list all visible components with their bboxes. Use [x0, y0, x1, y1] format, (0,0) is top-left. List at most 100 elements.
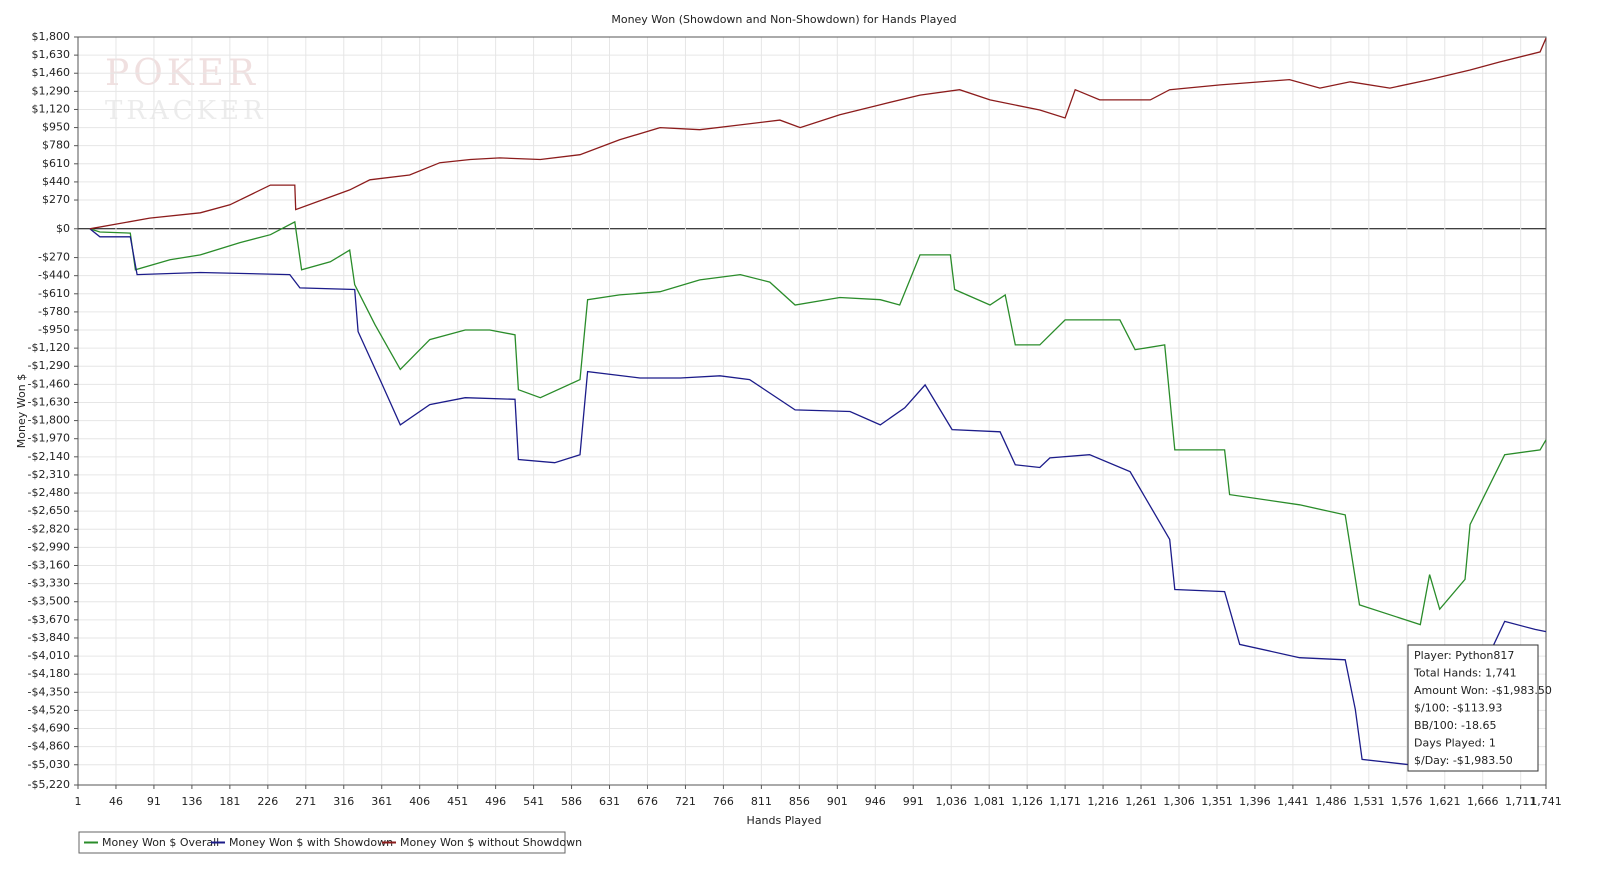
y-tick-label: -$2,990 — [28, 540, 70, 553]
x-tick-label: 1,036 — [935, 795, 967, 808]
info-text: BB/100: -18.65 — [1414, 719, 1496, 732]
x-tick-label: 991 — [903, 795, 924, 808]
x-tick-label: 1,306 — [1163, 795, 1195, 808]
x-tick-label: 271 — [295, 795, 316, 808]
x-tick-label: 226 — [257, 795, 278, 808]
watermark: POKER TRACKER — [105, 53, 267, 126]
x-tick-label: 361 — [371, 795, 392, 808]
x-tick-label: 1,576 — [1391, 795, 1423, 808]
y-tick-label: $440 — [42, 175, 70, 188]
y-tick-label: -$5,030 — [28, 758, 70, 771]
x-tick-label: 1,741 — [1530, 795, 1562, 808]
x-tick-label: 496 — [485, 795, 506, 808]
y-tick-label: -$3,330 — [28, 577, 70, 590]
x-tick-label: 451 — [447, 795, 468, 808]
y-tick-label: -$270 — [38, 251, 70, 264]
y-tick-label: $270 — [42, 193, 70, 206]
x-tick-label: 766 — [713, 795, 734, 808]
y-tick-label: -$2,820 — [28, 522, 70, 535]
watermark-text: TRACKER — [105, 96, 267, 126]
y-tick-label: -$1,460 — [28, 377, 70, 390]
legend-label: Money Won $ Overall — [102, 836, 219, 849]
y-tick-label: -$2,310 — [28, 468, 70, 481]
x-tick-label: 91 — [147, 795, 161, 808]
x-tick-label: 1,171 — [1049, 795, 1081, 808]
series-line — [89, 37, 1547, 230]
y-tick-label: -$3,160 — [28, 559, 70, 572]
series-line — [89, 228, 1547, 766]
y-tick-label: -$2,140 — [28, 450, 70, 463]
legend-label: Money Won $ without Showdown — [400, 836, 582, 849]
x-tick-label: 181 — [219, 795, 240, 808]
y-tick-label: $1,120 — [32, 102, 71, 115]
x-tick-label: 1,396 — [1239, 795, 1271, 808]
x-tick-label: 676 — [637, 795, 658, 808]
info-text: Days Played: 1 — [1414, 737, 1496, 750]
y-tick-label: -$1,120 — [28, 341, 70, 354]
x-tick-label: 901 — [827, 795, 848, 808]
y-tick-label: -$4,690 — [28, 722, 70, 735]
y-tick-label: -$4,520 — [28, 703, 70, 716]
info-text: Amount Won: -$1,983.50 — [1414, 684, 1552, 697]
y-tick-label: -$440 — [38, 269, 70, 282]
x-tick-label: 586 — [561, 795, 582, 808]
y-tick-label: -$2,480 — [28, 486, 70, 499]
y-axis-label: Money Won $ — [15, 374, 28, 448]
x-tick-label: 1,261 — [1125, 795, 1157, 808]
y-tick-label: $1,800 — [32, 30, 71, 43]
series-lines — [89, 37, 1547, 766]
y-tick-label: $780 — [42, 139, 70, 152]
y-tick-label: $1,460 — [32, 66, 71, 79]
y-tick-label: $1,290 — [32, 84, 71, 97]
y-tick-label: -$4,860 — [28, 740, 70, 753]
y-tick-label: -$4,180 — [28, 667, 70, 680]
x-axis-label: Hands Played — [747, 814, 822, 827]
x-tick-label: 316 — [333, 795, 354, 808]
y-tick-label: -$610 — [38, 287, 70, 300]
y-tick-label: -$1,800 — [28, 414, 70, 427]
info-box: Player: Python817 Total Hands: 1,741 Amoun… — [1407, 644, 1552, 772]
x-tick-label: 46 — [109, 795, 123, 808]
x-tick-label: 1,486 — [1315, 795, 1347, 808]
legend: Money Won $ Overall Money Won $ with Show… — [78, 831, 582, 854]
legend-box — [78, 831, 566, 854]
x-tick-label: 1,666 — [1467, 795, 1499, 808]
y-tick-label: -$780 — [38, 305, 70, 318]
x-tick-label: 1,621 — [1429, 795, 1461, 808]
y-tick-label: $1,630 — [32, 48, 71, 61]
series-line — [89, 220, 1547, 626]
info-box-frame — [1407, 644, 1539, 772]
y-tick-label: $0 — [56, 222, 70, 235]
legend-label: Money Won $ with Showdown — [229, 836, 393, 849]
x-tick-label: 1,081 — [973, 795, 1005, 808]
x-tick-label: 1,441 — [1277, 795, 1309, 808]
x-tick-label: 856 — [789, 795, 810, 808]
y-tick-label: -$2,650 — [28, 504, 70, 517]
y-tick-label: -$3,500 — [28, 595, 70, 608]
y-tick-label: -$4,010 — [28, 649, 70, 662]
x-tick-label: 811 — [751, 795, 772, 808]
grid — [77, 36, 1547, 786]
x-tick-label: 1,126 — [1011, 795, 1043, 808]
x-tick-label: 406 — [409, 795, 430, 808]
info-text: Total Hands: 1,741 — [1413, 667, 1517, 680]
x-tick-label: 1,216 — [1087, 795, 1119, 808]
info-text: Player: Python817 — [1414, 649, 1514, 662]
x-tick-label: 541 — [523, 795, 544, 808]
y-tick-label: -$3,840 — [28, 631, 70, 644]
x-tick-label: 946 — [865, 795, 886, 808]
y-tick-label: -$1,290 — [28, 359, 70, 372]
y-tick-label: $950 — [42, 121, 70, 134]
info-text: $/Day: -$1,983.50 — [1414, 754, 1513, 767]
y-tick-label: -$1,970 — [28, 432, 70, 445]
y-tick-label: -$4,350 — [28, 685, 70, 698]
chart-title: Money Won (Showdown and Non-Showdown) fo… — [611, 13, 956, 26]
y-tick-label: -$5,220 — [28, 778, 70, 791]
x-tick-label: 1,711 — [1505, 795, 1537, 808]
x-tick-label: 136 — [181, 795, 202, 808]
x-tick-label: 1 — [75, 795, 82, 808]
plot-frame — [77, 36, 1547, 786]
y-tick-label: $610 — [42, 157, 70, 170]
